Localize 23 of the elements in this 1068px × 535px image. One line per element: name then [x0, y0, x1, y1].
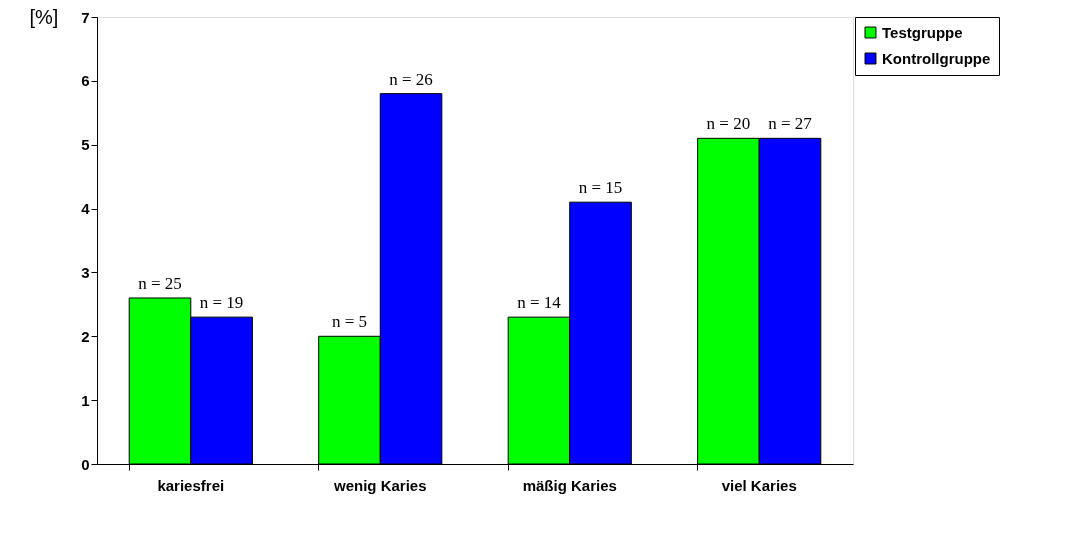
- y-tick-label: 5: [81, 136, 90, 154]
- y-tick-label: 7: [81, 8, 90, 26]
- annotation: n = 27: [768, 114, 813, 134]
- legend-label: Testgruppe: [882, 23, 963, 41]
- y-tick-label: 1: [81, 391, 90, 409]
- annotation: n = 15: [578, 178, 623, 198]
- y-tick-label: 0: [81, 455, 90, 473]
- y-tick-label: 6: [81, 72, 90, 90]
- y-tick-label: 3: [81, 263, 90, 281]
- x-tick-label: wenig Karies: [332, 476, 427, 494]
- x-tick-label: kariesfrei: [157, 476, 225, 494]
- y-tick-label: 2: [81, 327, 90, 345]
- annotation: n = 25: [138, 273, 182, 293]
- y-tick-label: 4: [81, 200, 91, 218]
- x-tick-label: mäßig Karies: [522, 476, 617, 494]
- annotation: n = 20: [706, 114, 751, 134]
- annotation: n = 5: [331, 312, 368, 332]
- legend-label: Kontrollgruppe: [882, 49, 991, 67]
- annotation: n = 14: [517, 293, 562, 313]
- annotation: n = 26: [389, 69, 433, 89]
- annotation: n = 19: [199, 293, 244, 313]
- y-axis-title: [%]: [29, 5, 59, 28]
- x-tick-label: viel Karies: [721, 476, 797, 494]
